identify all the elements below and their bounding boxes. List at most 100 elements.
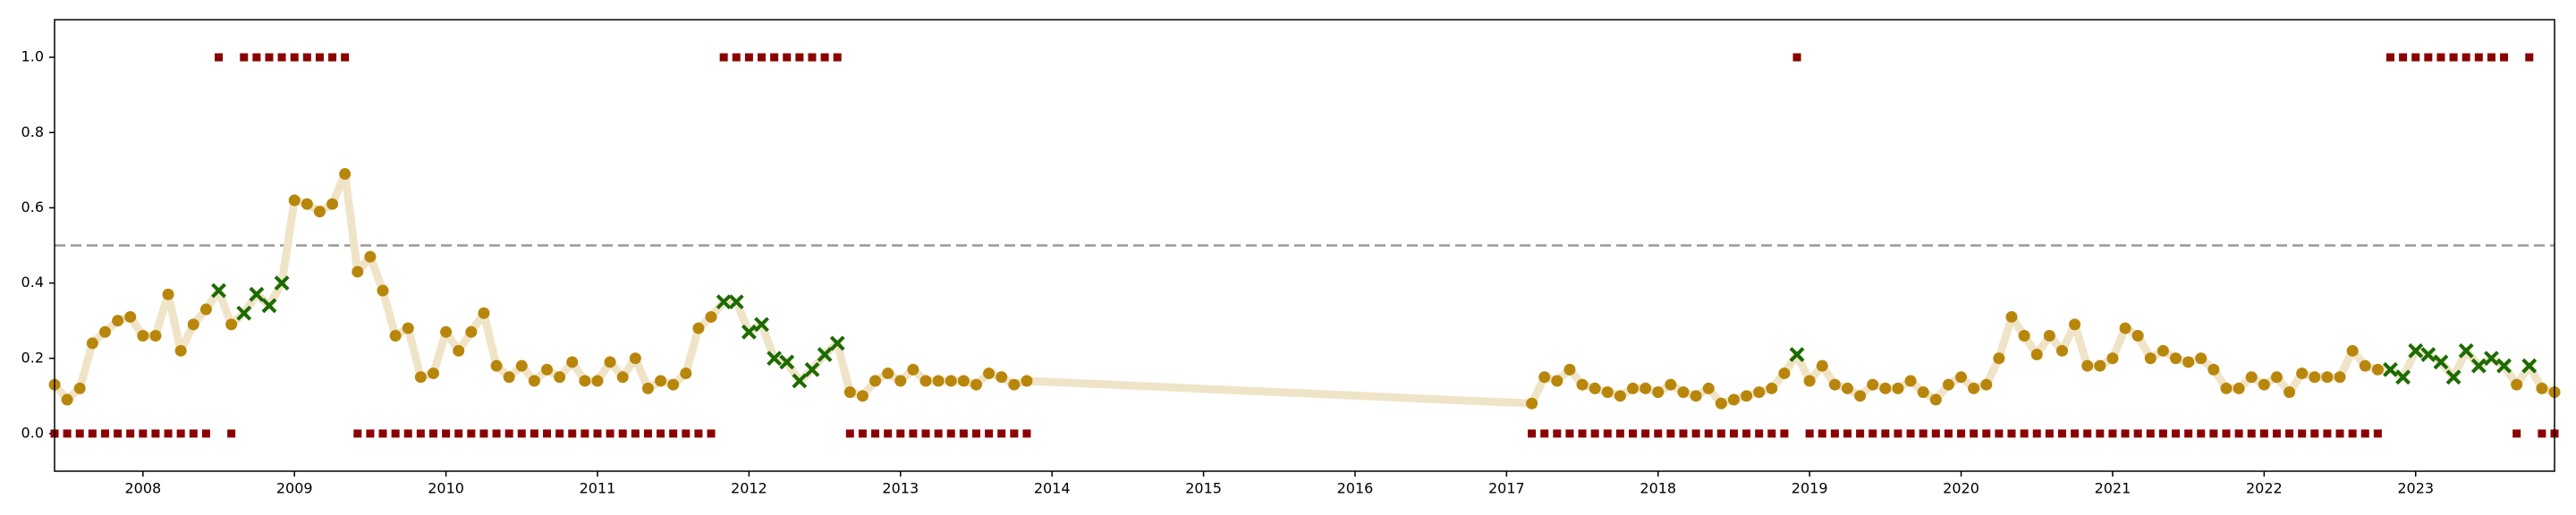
y-tick-label: 0.4 [21,274,44,291]
label-marker [1957,429,1966,438]
probability-marker [1715,397,1727,409]
probability-marker [2245,371,2258,384]
probability-marker [1828,378,1841,391]
label-marker [2272,429,2281,438]
label-marker [682,429,691,438]
probability-marker [882,367,894,380]
label-marker [971,429,980,438]
miss-marker [2408,342,2424,359]
miss-marker [2445,369,2462,385]
label-marker [2007,429,2016,438]
probability-marker [1753,386,1766,399]
probability-marker [73,382,86,394]
probability-marker [554,371,566,384]
x-tick-label: 2012 [731,480,767,497]
probability-marker [2055,344,2068,357]
probability-marker [490,359,503,372]
probability-marker [2334,371,2346,384]
label-marker [240,53,249,62]
x-tick-label: 2009 [276,480,313,497]
label-marker [2197,429,2206,438]
label-marker [1629,429,1638,438]
label-marker [2020,429,2029,438]
probability-marker [680,367,692,380]
probability-marker [566,356,579,368]
label-marker [2247,429,2256,438]
probability-marker [112,315,124,327]
probability-marker [579,375,591,387]
label-marker [946,429,955,438]
label-marker [1818,429,1826,438]
label-marker [2462,53,2470,62]
label-marker [530,429,538,438]
x-tick-label: 2014 [1034,480,1071,497]
label-marker [2071,429,2080,438]
probability-marker [528,375,540,387]
probability-marker [2195,352,2207,365]
label-marker [1995,429,2004,438]
label-marker [997,429,1006,438]
probability-marker [1993,352,2005,365]
label-marker [1931,429,1940,438]
probability-marker [2296,367,2309,380]
label-marker [2335,429,2344,438]
probability-marker [2043,330,2055,342]
probability-marker [705,310,717,323]
label-marker [921,429,930,438]
probability-marker [629,352,641,365]
y-tick-label: 0.0 [21,424,44,441]
label-marker [353,429,362,438]
label-marker [277,53,286,62]
miss-marker [2458,342,2474,359]
label-marker [328,53,337,62]
label-marker [100,429,109,438]
probability-marker [1563,363,1576,376]
probability-marker [465,325,478,338]
probability-marker [1589,382,1601,394]
probability-marker [478,307,490,319]
probability-marker [364,250,377,263]
probability-marker [919,375,932,387]
probability-marker [149,330,162,342]
label-marker [2146,429,2155,438]
label-marker [215,53,224,62]
x-tick-label: 2018 [1640,480,1676,497]
probability-marker [137,330,149,342]
probability-marker [1841,382,1853,394]
y-tick-label: 1.0 [21,48,44,65]
label-marker [758,53,767,62]
probability-marker [1942,378,1954,391]
label-marker [795,53,804,62]
probability-marker [2182,356,2195,368]
probability-marker [2309,371,2321,384]
label-marker [114,429,123,438]
label-marker [1590,429,1599,438]
label-marker [2032,429,2041,438]
label-marker [2525,53,2534,62]
label-marker [2449,53,2458,62]
probability-marker [1968,382,1980,394]
probability-marker [301,198,313,210]
label-marker [2399,53,2408,62]
label-marker [164,429,173,438]
probability-marker [1929,393,1942,406]
label-marker [833,53,842,62]
probability-marker [1652,386,1665,399]
probability-marker [2069,318,2081,331]
probability-marker [2371,363,2384,376]
label-marker [896,429,905,438]
label-marker [1603,429,1612,438]
label-marker [2184,429,2193,438]
probability-marker [453,344,465,357]
label-marker [75,429,84,438]
probability-marker [1614,390,1626,402]
miss-marker [2521,358,2538,374]
miss-marker [2470,358,2487,374]
probability-marker [1904,375,1917,387]
label-marker [1540,429,1549,438]
miss-marker [236,305,252,321]
label-marker [2348,429,2357,438]
label-marker [1654,429,1663,438]
probability-marker [1917,386,1929,399]
probability-marker [2270,371,2283,384]
